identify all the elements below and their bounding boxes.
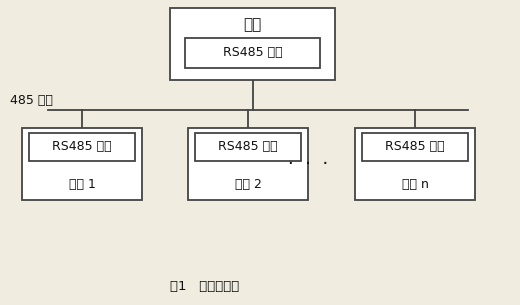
Bar xyxy=(355,128,475,200)
Bar xyxy=(188,128,308,200)
Text: 从机 2: 从机 2 xyxy=(235,178,262,191)
Bar xyxy=(22,128,142,200)
Text: RS485 接口: RS485 接口 xyxy=(223,46,282,59)
Text: 从机 1: 从机 1 xyxy=(69,178,96,191)
Bar xyxy=(29,133,135,161)
Bar xyxy=(185,38,320,68)
Bar xyxy=(362,133,468,161)
Text: RS485 接口: RS485 接口 xyxy=(52,141,112,153)
Text: RS485 接口: RS485 接口 xyxy=(385,141,445,153)
Bar xyxy=(170,8,335,80)
Text: 从机 n: 从机 n xyxy=(401,178,428,191)
Text: 上机: 上机 xyxy=(243,17,262,33)
Text: RS485 接口: RS485 接口 xyxy=(218,141,278,153)
Text: ·  ·  ·: · · · xyxy=(288,155,328,173)
Text: 图1   系统结构图: 图1 系统结构图 xyxy=(171,281,240,293)
Text: 485 总线: 485 总线 xyxy=(10,94,53,106)
Bar xyxy=(195,133,301,161)
